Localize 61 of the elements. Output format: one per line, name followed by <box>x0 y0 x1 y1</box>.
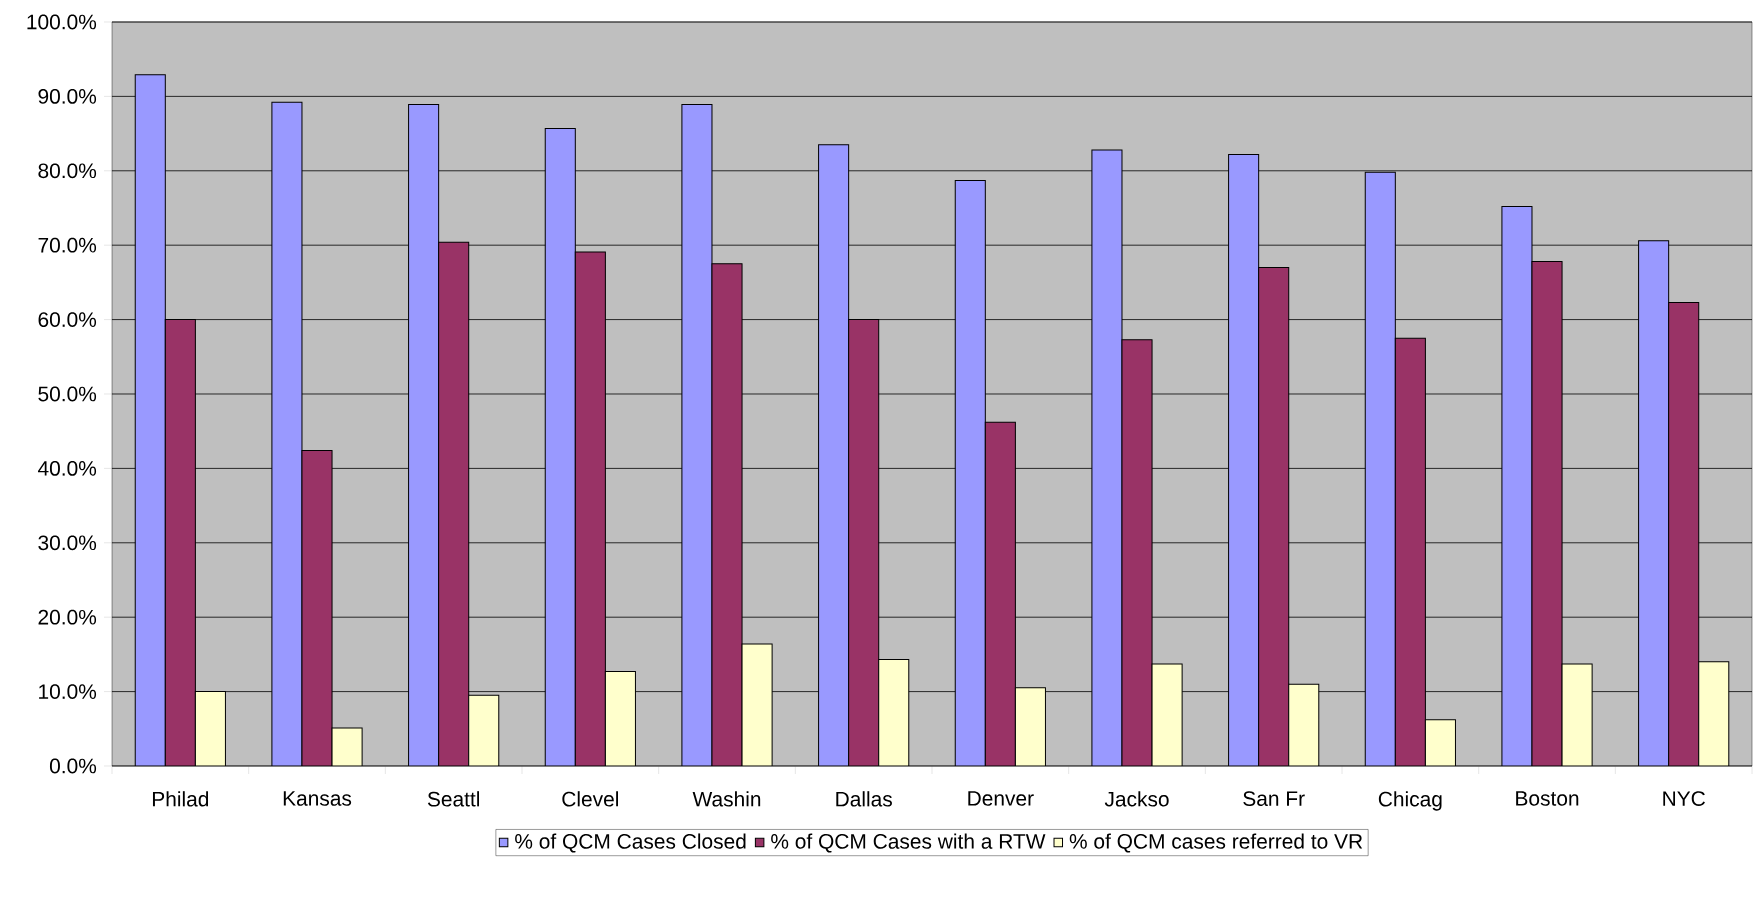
y-tick-label: 100.0% <box>27 14 97 30</box>
bar <box>1668 301 1700 766</box>
y-tick-label: 60.0% <box>38 312 97 327</box>
bar <box>1638 240 1670 766</box>
bar <box>301 450 333 766</box>
bar <box>438 241 470 766</box>
y-tick-label: 0.0% <box>49 758 97 774</box>
x-tick-label: Kansas <box>283 791 352 806</box>
bar <box>194 691 226 766</box>
x-tick-label: Boston <box>1516 791 1579 806</box>
bar <box>164 319 196 766</box>
legend-label: % of QCM cases referred to VR <box>1069 833 1363 853</box>
bar <box>1531 261 1563 766</box>
bar <box>1364 171 1396 766</box>
legend-label: % of QCM Cases with a RTW <box>771 833 1046 853</box>
y-tick-label: 30.0% <box>38 535 97 551</box>
y-tick-label: 50.0% <box>38 386 97 402</box>
x-tick-label: NYC <box>1663 791 1705 806</box>
bar <box>1121 339 1153 766</box>
bar <box>134 74 166 766</box>
bar <box>1258 267 1290 766</box>
y-tick-label: 20.0% <box>38 609 97 625</box>
bar <box>1091 149 1123 766</box>
y-tick-label: 10.0% <box>39 684 97 699</box>
bar <box>741 643 773 766</box>
bar <box>954 179 986 766</box>
bar <box>1501 206 1533 766</box>
x-tick-label: Denver <box>968 791 1034 806</box>
bar <box>1288 683 1320 766</box>
bar <box>1698 661 1730 766</box>
bar <box>604 671 636 766</box>
bar <box>681 104 713 766</box>
x-tick-label: Seattl <box>427 791 480 807</box>
x-tick-label: San Fr <box>1243 791 1305 806</box>
legend-label: % of QCM Cases Closed <box>515 833 746 853</box>
bar <box>544 127 576 766</box>
x-tick-label: Chicag <box>1378 791 1442 811</box>
x-tick-label: Philad <box>152 791 209 807</box>
y-tick-label: 80.0% <box>38 163 97 179</box>
y-tick-label: 40.0% <box>37 460 97 476</box>
bar <box>574 251 606 766</box>
bar <box>984 421 1016 766</box>
y-tick-label: 90.0% <box>38 88 97 104</box>
x-tick-label: Clevel <box>562 791 618 807</box>
bar <box>1228 153 1260 766</box>
bar <box>1561 663 1593 766</box>
bar <box>1151 663 1183 766</box>
y-tick-label: 70.0% <box>38 237 97 253</box>
bar <box>408 104 440 766</box>
bar <box>271 101 303 766</box>
x-tick-label: Jackso <box>1104 791 1169 807</box>
bar <box>878 659 910 766</box>
bar <box>1394 337 1426 766</box>
x-tick-label: Dallas <box>836 791 892 807</box>
bar <box>1014 687 1046 766</box>
bar <box>1424 719 1456 766</box>
bar <box>818 144 850 766</box>
x-tick-label: Washin <box>692 791 761 807</box>
bar <box>711 263 743 766</box>
bar <box>848 319 880 766</box>
bar <box>468 694 500 766</box>
